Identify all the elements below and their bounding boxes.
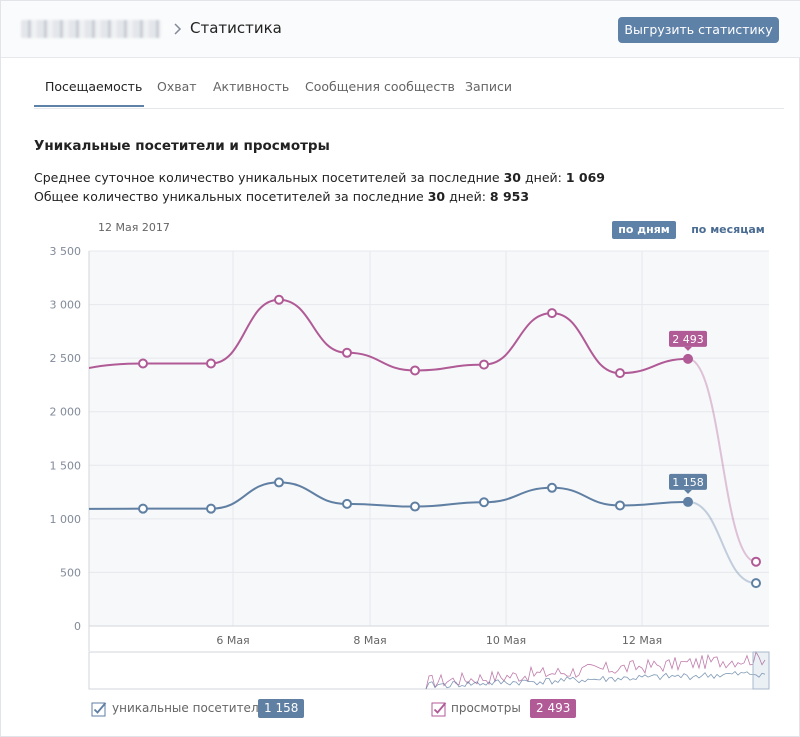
- y-tick-label: 0: [74, 620, 81, 633]
- data-point: [751, 578, 761, 589]
- data-point: [138, 503, 148, 514]
- y-tick-label: 2 500: [50, 352, 82, 365]
- x-tick-label: 8 Мая: [353, 634, 386, 647]
- by-months-button[interactable]: по месяцам: [691, 223, 765, 236]
- total-visitors-value: 8 953: [489, 189, 530, 204]
- y-tick-label: 1 500: [50, 459, 82, 472]
- series-line-projection: [687, 500, 757, 585]
- navigator-visitors-line: [425, 671, 766, 690]
- average-visitors-prefix: Среднее суточное количество уникальных п…: [34, 170, 500, 185]
- views-checkbox-icon[interactable]: [431, 701, 447, 717]
- data-point: [342, 347, 352, 358]
- navigator-window: [752, 651, 770, 690]
- data-point: [410, 501, 420, 512]
- value-label-pointer: [684, 489, 692, 494]
- blurred-community-name[interactable]: [21, 20, 161, 38]
- data-point: [206, 503, 216, 514]
- data-point: [138, 358, 148, 369]
- page-title: Статистика: [190, 19, 282, 37]
- data-point: [547, 482, 557, 493]
- y-tick-label: 1 000: [50, 513, 82, 526]
- total-visitors-mid: дней:: [449, 189, 486, 204]
- plot-background: [89, 251, 769, 626]
- x-tick-label: 6 Мая: [216, 634, 249, 647]
- page-header: Статистика Выгрузить статистику: [1, 1, 800, 58]
- total-visitors-line: Общее количество уникальных посетителей …: [34, 189, 529, 204]
- data-point: [479, 497, 489, 508]
- data-point: [342, 498, 352, 509]
- tab-activity[interactable]: Активность: [213, 79, 290, 94]
- average-visitors-value: 1 069: [565, 170, 605, 185]
- visitors-line-chart[interactable]: 3 500 3 000 2 500 2 000 1 500 1 000 500 0 6 Мая 8…: [1, 239, 800, 694]
- tabs-bar: Посещаемость Охват Активность Сообщения …: [34, 71, 784, 109]
- views-legend-label[interactable]: просмотры: [451, 701, 521, 715]
- data-point: [683, 353, 693, 364]
- value-label-box: [669, 330, 707, 347]
- views-legend-badge: 2 493: [530, 699, 577, 718]
- value-label-pointer: [684, 346, 692, 351]
- average-visitors-mid: дней:: [525, 170, 562, 185]
- series-group: [89, 481, 757, 585]
- data-point: [615, 500, 625, 511]
- value-label: 1 158: [672, 476, 704, 489]
- x-tick-label: 12 Мая: [622, 634, 662, 647]
- y-tick-label: 3 000: [50, 299, 82, 312]
- data-point: [751, 556, 761, 567]
- visitors-legend-badge: 1 158: [258, 699, 305, 718]
- by-days-button[interactable]: по дням: [612, 221, 676, 239]
- average-visitors-line: Среднее суточное количество уникальных п…: [34, 170, 605, 185]
- visitors-checkbox-icon[interactable]: [91, 701, 107, 717]
- data-point: [410, 365, 420, 376]
- total-visitors-prefix: Общее количество уникальных посетителей …: [34, 189, 424, 204]
- series-line-projection: [687, 357, 757, 563]
- chevron-right-icon: [174, 23, 182, 35]
- data-point: [274, 477, 284, 488]
- tab-posts[interactable]: Записи: [465, 79, 512, 94]
- data-point: [479, 359, 489, 370]
- data-point: [274, 294, 284, 305]
- tab-community-messages[interactable]: Сообщения сообществ: [305, 79, 455, 94]
- y-tick-label: 3 500: [50, 245, 82, 258]
- series-group: [89, 298, 757, 563]
- average-visitors-days: 30: [503, 170, 522, 185]
- x-tick-label: 10 Мая: [486, 634, 526, 647]
- export-statistics-button[interactable]: Выгрузить статистику: [618, 17, 779, 43]
- tab-reach[interactable]: Охват: [157, 79, 197, 94]
- value-label-box: [669, 473, 707, 490]
- total-visitors-days: 30: [427, 189, 446, 204]
- data-point: [547, 308, 557, 319]
- value-label: 2 493: [672, 333, 704, 346]
- series-line: [89, 298, 689, 375]
- visitors-legend-label[interactable]: уникальные посетители: [112, 701, 267, 715]
- y-tick-label: 500: [60, 566, 81, 579]
- tab-attendance[interactable]: Посещаемость: [45, 79, 143, 94]
- data-point: [615, 368, 625, 379]
- data-point: [206, 358, 216, 369]
- series-line: [89, 481, 689, 510]
- y-tick-label: 2 000: [50, 406, 82, 419]
- data-point: [683, 496, 693, 507]
- active-tab-indicator: [34, 105, 144, 107]
- current-date-label: 12 Мая 2017: [98, 221, 170, 234]
- navigator-views-line: [425, 650, 766, 690]
- section-title: Уникальные посетители и просмотры: [34, 138, 330, 154]
